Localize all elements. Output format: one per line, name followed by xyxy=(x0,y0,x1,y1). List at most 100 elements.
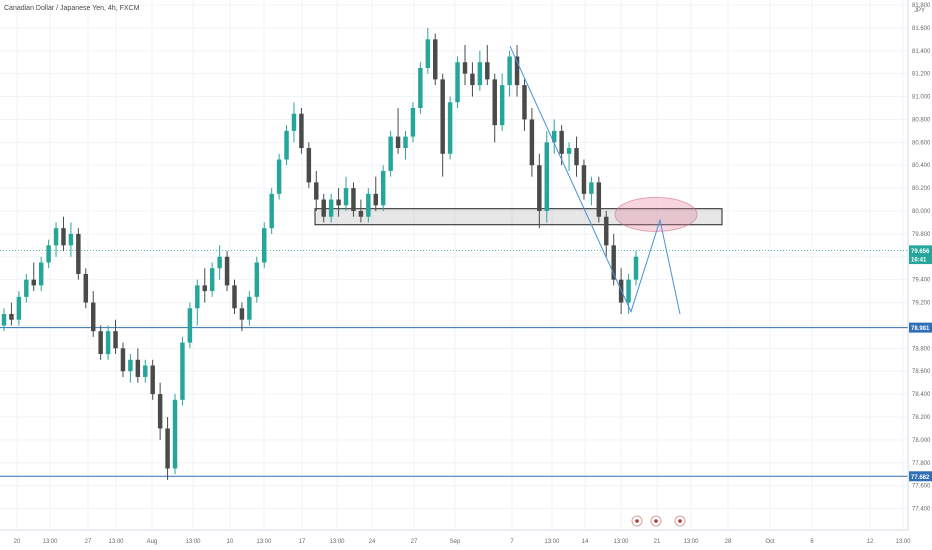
candle-body xyxy=(9,314,14,320)
y-tick-label: 81.400 xyxy=(912,49,931,55)
candle-down xyxy=(395,108,401,154)
event-marker-icon[interactable] xyxy=(674,515,686,527)
y-tick-label: 80.200 xyxy=(912,186,931,192)
candle-up xyxy=(447,96,453,160)
candle-body xyxy=(98,331,103,355)
candle-body xyxy=(336,199,341,206)
candle-down xyxy=(604,211,609,257)
candle-body xyxy=(477,62,483,86)
candle-down xyxy=(321,193,326,223)
candle-down xyxy=(440,73,445,177)
x-tick-label: 21 xyxy=(654,539,661,545)
candle-down xyxy=(462,45,468,86)
candle-up xyxy=(366,188,371,223)
y-tick-label: 80.600 xyxy=(912,140,931,146)
candle-body xyxy=(120,348,126,372)
candle-body xyxy=(299,113,304,149)
x-tick-label: Sep xyxy=(450,539,461,545)
candle-body xyxy=(380,170,386,206)
candle-down xyxy=(336,188,341,217)
candle-body xyxy=(559,130,564,154)
x-tick-label: 10 xyxy=(227,539,234,545)
price-tag-bg xyxy=(909,245,932,256)
candle-down xyxy=(574,136,579,177)
candle-body xyxy=(291,113,297,131)
candle-body xyxy=(589,182,594,194)
candle-up xyxy=(269,188,274,234)
candle-body xyxy=(128,359,133,372)
y-tick-label: 81.800 xyxy=(912,3,931,9)
y-tick-label: 79.200 xyxy=(912,301,931,307)
candle-body xyxy=(499,85,505,126)
candle-body xyxy=(395,136,401,149)
candle-up xyxy=(388,130,393,177)
event-marker-dot xyxy=(635,519,639,523)
price-tag-bg xyxy=(909,322,932,333)
candle-down xyxy=(150,359,155,400)
candle-up xyxy=(195,279,200,326)
candle-body xyxy=(247,296,252,320)
x-tick-label: 13:00 xyxy=(329,539,345,545)
price-tag: 78.981 xyxy=(909,322,932,333)
candle-up xyxy=(38,256,44,292)
candle-down xyxy=(492,73,497,143)
candle-down xyxy=(83,268,89,309)
candle-down xyxy=(98,325,103,360)
candle-down xyxy=(433,33,438,86)
candle-down xyxy=(314,170,319,211)
candle-body xyxy=(522,85,527,120)
candle-body xyxy=(232,285,237,309)
x-tick-label: 12 xyxy=(867,539,874,545)
candle-down xyxy=(76,228,81,280)
candle-down xyxy=(232,279,237,314)
candle-up xyxy=(24,273,29,303)
event-marker-dot xyxy=(678,519,682,523)
x-tick-label: 14 xyxy=(582,539,589,545)
candle-down xyxy=(373,176,378,211)
candle-up xyxy=(410,102,416,143)
candle-body xyxy=(157,394,163,429)
candle-down xyxy=(157,382,163,440)
candle-body xyxy=(321,199,326,217)
candle-up xyxy=(343,176,349,211)
candle-body xyxy=(410,108,416,137)
y-tick-label: 78.400 xyxy=(912,392,931,398)
candle-body xyxy=(328,199,334,217)
candle-down xyxy=(120,342,126,377)
x-tick-label: 13:00 xyxy=(108,539,124,545)
candle-up xyxy=(507,50,512,97)
price-tag-bg xyxy=(909,254,932,265)
candle-body xyxy=(195,285,200,309)
candle-body xyxy=(388,136,393,171)
event-marker-icon[interactable] xyxy=(631,515,643,527)
candle-body xyxy=(217,256,222,269)
candle-up xyxy=(217,245,222,280)
candle-up xyxy=(551,119,557,154)
y-tick-label: 78.600 xyxy=(912,369,931,375)
price-tag-label: 78.981 xyxy=(911,326,930,332)
y-tick-label: 79.800 xyxy=(912,232,931,238)
candle-body xyxy=(440,79,445,154)
candle-body xyxy=(596,182,602,217)
candle-body xyxy=(90,302,96,332)
candle-body xyxy=(544,142,550,211)
candle-down xyxy=(202,268,207,303)
x-tick-label: 20 xyxy=(14,539,21,545)
candle-up xyxy=(53,222,59,257)
candle-body xyxy=(574,148,579,166)
price-tag-label: 79.656 xyxy=(911,249,930,255)
x-tick-label: 13:00 xyxy=(683,539,699,545)
y-tick-label: 81.600 xyxy=(912,26,931,32)
candle-body xyxy=(425,39,431,68)
candle-body xyxy=(187,308,193,343)
candle-down xyxy=(239,302,245,332)
candle-body xyxy=(165,428,170,469)
candle-up xyxy=(105,325,111,360)
candle-body xyxy=(403,136,408,149)
candle-body xyxy=(269,193,274,229)
candle-down xyxy=(90,291,96,337)
event-marker-icon[interactable] xyxy=(650,515,662,527)
candle-body xyxy=(529,119,535,166)
